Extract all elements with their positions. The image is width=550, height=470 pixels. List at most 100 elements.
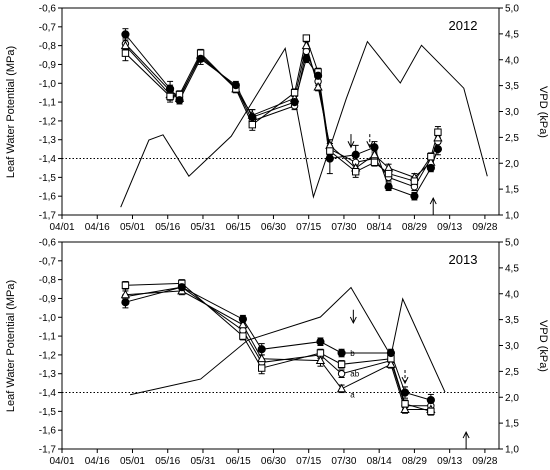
data-point-open-triangle xyxy=(433,132,443,142)
y-tick-label-left: -1,3 xyxy=(39,369,57,380)
y-tick-label-left: -1,0 xyxy=(39,313,57,324)
y-tick-label-left: -1,4 xyxy=(39,388,57,399)
arrow-down-icon-head xyxy=(401,376,409,385)
data-point-open-square xyxy=(427,152,435,161)
x-tick-label: 09/28 xyxy=(472,456,497,467)
y-tick-label-right: 2,0 xyxy=(505,393,519,404)
y-tick-label-left: -0,7 xyxy=(39,22,57,33)
x-tick-label: 05/01 xyxy=(120,222,145,233)
arrow-down-icon-head xyxy=(366,141,374,149)
data-point-open-square xyxy=(326,147,334,155)
plot-frame-2012 xyxy=(61,7,500,216)
data-point-open-triangle xyxy=(120,289,131,299)
data-point-filled-circle xyxy=(426,163,435,173)
data-point-filled-circle xyxy=(257,345,266,354)
x-tick-label: 08/29 xyxy=(402,222,427,233)
series-line-open-circle xyxy=(125,43,439,188)
y-tick-label-right: 1,0 xyxy=(505,445,519,456)
x-tick-label: 08/29 xyxy=(402,456,427,467)
panel-title-2012: 2012 xyxy=(449,18,478,33)
x-tick-label: 09/13 xyxy=(437,222,462,233)
plot-content-2013: -0,6 -0,7 -0,8 -0,9 -1,0 -1,1 -1,2 -1,3 -1,4 -1,5… xyxy=(39,238,520,468)
x-tick-label: 06/15 xyxy=(226,456,251,467)
y-tick-label-left: -0,9 xyxy=(39,294,57,305)
data-point-open-triangle xyxy=(301,40,311,50)
data-point-open-triangle xyxy=(369,149,380,159)
y-axis-label-left-2013: Leaf Water Potential (MPa) xyxy=(5,280,17,412)
y-tick-label-right: 3,0 xyxy=(505,341,519,352)
x-tick-label: 07/15 xyxy=(296,456,321,467)
data-point-filled-circle xyxy=(426,395,435,405)
x-tick-label: 07/30 xyxy=(331,222,356,233)
data-point-filled-circle xyxy=(400,388,410,397)
y-tick-label-left: -1,1 xyxy=(39,332,57,343)
arrow-down-icon-head xyxy=(347,141,355,149)
data-point-filled-circle xyxy=(313,71,323,80)
y-axis-label-left-2012: Leaf Water Potential (MPa) xyxy=(5,46,17,178)
data-point-filled-circle xyxy=(302,54,311,63)
data-point-open-square xyxy=(410,177,419,185)
series-line-open-square xyxy=(125,36,439,182)
x-tick-label: 07/30 xyxy=(331,456,356,467)
data-point-open-square xyxy=(401,400,409,408)
y-tick-label-right: 4,0 xyxy=(505,289,519,300)
y-tick-label-left: -1,5 xyxy=(39,407,57,418)
data-point-open-triangle xyxy=(400,404,410,413)
data-point-filled-circle xyxy=(238,315,248,324)
x-tick-label: 05/16 xyxy=(155,222,180,233)
vpd-line-2012 xyxy=(120,40,488,208)
x-tick-label: 04/01 xyxy=(49,222,74,233)
y-axis-label-right-2013: VPD (kPa) xyxy=(537,320,549,372)
data-point-open-square xyxy=(302,34,311,42)
data-point-filled-circle xyxy=(177,283,186,292)
data-point-filled-circle xyxy=(316,337,325,346)
vpd-line-2013 xyxy=(129,286,446,396)
y-tick-label-right: 4,5 xyxy=(505,263,519,274)
series-line-open-triangle xyxy=(125,290,431,410)
data-point-filled-circle xyxy=(410,192,419,201)
data-point-filled-circle xyxy=(231,81,240,90)
y-tick-label-right: 2,5 xyxy=(505,367,519,378)
x-tick-label: 05/31 xyxy=(190,222,215,233)
data-point-filled-circle xyxy=(290,97,299,107)
x-tick-label: 06/30 xyxy=(261,222,286,233)
y-tick-label-right: 1,0 xyxy=(505,211,519,222)
y-tick-label-right: 4,5 xyxy=(505,29,519,40)
data-point-open-square xyxy=(248,120,257,129)
data-point-filled-circle xyxy=(386,348,396,358)
y-tick-label-left: -0,9 xyxy=(39,60,57,71)
x-tick-label: 04/16 xyxy=(85,222,110,233)
y-tick-label-left: -1,0 xyxy=(39,79,57,90)
x-tick-label: 06/30 xyxy=(261,456,286,467)
data-point-open-square xyxy=(337,360,346,369)
data-point-open-square xyxy=(166,92,174,101)
panel-title-2013: 2013 xyxy=(449,252,478,267)
data-point-open-triangle xyxy=(238,319,248,329)
y-tick-label-left: -1,7 xyxy=(39,445,57,456)
data-point-open-square xyxy=(316,349,325,357)
data-point-filled-circle xyxy=(384,182,393,191)
significance-letter: ab xyxy=(350,370,359,379)
data-point-open-square xyxy=(384,169,393,178)
y-tick-label-right: 1,5 xyxy=(505,185,519,196)
arrow-up-icon-head xyxy=(462,430,470,439)
y-axis-label-right-2012: VPD (kPa) xyxy=(537,86,549,138)
y-tick-label-right: 3,0 xyxy=(505,107,519,118)
y-tick-label-right: 5,0 xyxy=(505,238,519,249)
y-tick-label-left: -0,8 xyxy=(39,275,57,286)
data-point-open-square xyxy=(351,168,360,176)
x-tick-label: 09/28 xyxy=(472,222,497,233)
y-tick-label-left: -0,8 xyxy=(39,41,57,52)
series-line-filled-circle xyxy=(125,286,432,401)
y-tick-label-left: -1,7 xyxy=(39,211,57,222)
x-tick-label: 05/31 xyxy=(190,456,215,467)
x-tick-label: 04/16 xyxy=(85,456,110,467)
y-tick-label-left: -1,6 xyxy=(39,426,57,437)
data-point-open-square xyxy=(290,88,299,97)
x-tick-label: 05/16 xyxy=(155,456,180,467)
data-point-filled-circle xyxy=(248,113,257,122)
arrow-down-icon-head xyxy=(349,316,357,325)
y-tick-label-left: -0,6 xyxy=(39,4,57,15)
y-tick-label-left: -1,1 xyxy=(39,98,57,109)
data-point-open-square xyxy=(434,128,442,136)
